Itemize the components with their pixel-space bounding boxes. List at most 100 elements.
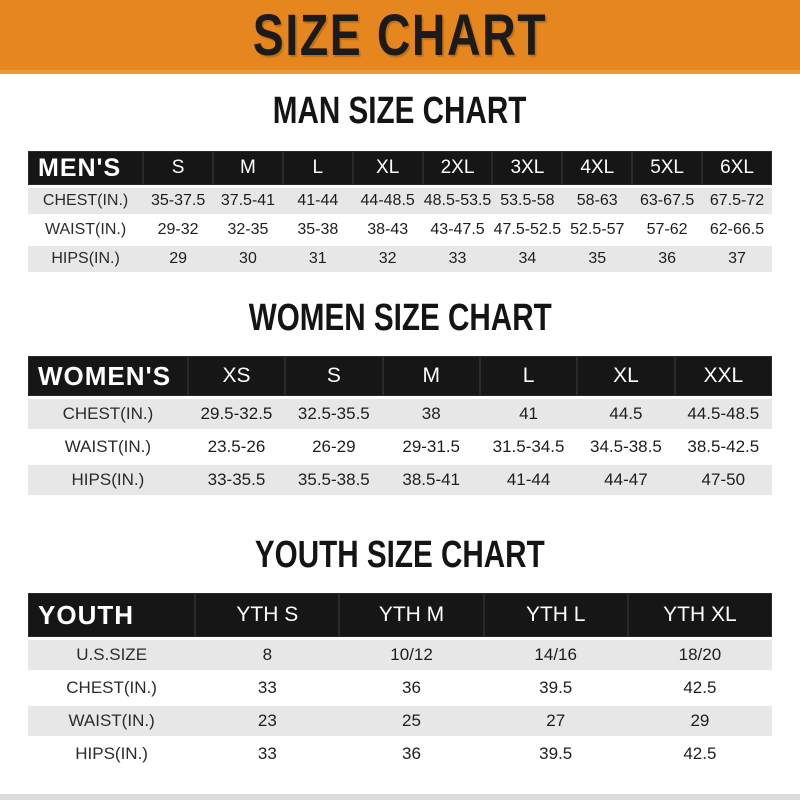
youth-table-row: WAIST(IN.) 23 25 27 29 [28, 706, 772, 736]
youth-size-value-cell: 27 [483, 706, 628, 736]
youth-size-value-cell: 10/12 [339, 640, 484, 670]
mens-size-value-cell: 32 [352, 246, 423, 272]
mens-column-header: S [143, 151, 214, 185]
section-youth: YOUTH SIZE CHART YOUTH YTH S YTH M YTH L YTH … [0, 498, 800, 772]
youth-column-header: YTH S [195, 593, 340, 637]
womens-section-heading-text: WOMEN SIZE CHART [248, 297, 552, 339]
mens-column-header: XL [352, 151, 423, 185]
mens-size-value-cell: 35-38 [282, 217, 353, 243]
mens-size-value-cell: 43-47.5 [422, 217, 493, 243]
mens-size-value-cell: 34 [492, 246, 563, 272]
womens-row-label: CHEST(IN.) [28, 399, 188, 429]
youth-size-value-cell: 25 [339, 706, 484, 736]
womens-size-value-cell: 29.5-32.5 [187, 399, 286, 429]
womens-size-value-cell: 23.5-26 [187, 432, 286, 462]
mens-size-value-cell: 33 [422, 246, 493, 272]
womens-row-label: HIPS(IN.) [28, 465, 188, 495]
size-tables-container: MAN SIZE CHART MEN'S S M L XL 2XL 3XL 4XL 5XL 6XL C… [0, 74, 800, 772]
youth-size-value-cell: 8 [195, 640, 340, 670]
mens-column-header: M [213, 151, 283, 185]
womens-size-value-cell: 38.5-41 [382, 465, 480, 495]
banner: SIZE CHART [0, 0, 800, 74]
mens-column-header: 5XL [632, 151, 703, 185]
womens-size-value-cell: 41-44 [479, 465, 578, 495]
womens-column-header: XS [187, 356, 286, 396]
youth-section-heading: YOUTH SIZE CHART [0, 498, 800, 590]
youth-size-value-cell: 18/20 [627, 640, 772, 670]
mens-size-value-cell: 58-63 [562, 188, 633, 214]
mens-column-header: 6XL [702, 151, 772, 185]
youth-size-value-cell: 23 [195, 706, 340, 736]
youth-row-label: CHEST(IN.) [28, 673, 196, 703]
youth-size-value-cell: 36 [339, 739, 484, 769]
mens-size-value-cell: 62-66.5 [702, 217, 772, 243]
youth-column-header: YTH L [483, 593, 628, 637]
mens-section-heading-text: MAN SIZE CHART [273, 90, 527, 132]
womens-category-label: WOMEN'S [28, 356, 188, 396]
womens-column-header: XXL [674, 356, 772, 396]
womens-size-value-cell: 44.5 [577, 399, 675, 429]
mens-size-value-cell: 47.5-52.5 [492, 217, 563, 243]
mens-column-header: 4XL [562, 151, 633, 185]
womens-table-row: WAIST(IN.) 23.5-26 26-29 29-31.5 31.5-34.5 34… [28, 432, 772, 462]
youth-table-row: U.S.SIZE 8 10/12 14/16 18/20 [28, 640, 772, 670]
mens-size-value-cell: 57-62 [632, 217, 703, 243]
youth-size-value-cell: 42.5 [627, 739, 772, 769]
youth-row-label: WAIST(IN.) [28, 706, 196, 736]
mens-column-header: 3XL [492, 151, 563, 185]
youth-column-header: YTH XL [627, 593, 772, 637]
womens-column-header: L [479, 356, 578, 396]
womens-size-value-cell: 33-35.5 [187, 465, 286, 495]
mens-column-header: 2XL [422, 151, 493, 185]
youth-size-value-cell: 33 [195, 673, 340, 703]
mens-size-value-cell: 41-44 [282, 188, 353, 214]
mens-size-value-cell: 30 [213, 246, 283, 272]
youth-header-row: YOUTH YTH S YTH M YTH L YTH XL [28, 593, 772, 637]
youth-size-value-cell: 39.5 [483, 673, 628, 703]
mens-size-value-cell: 36 [632, 246, 703, 272]
mens-size-value-cell: 37 [702, 246, 772, 272]
womens-size-value-cell: 38 [382, 399, 480, 429]
youth-size-value-cell: 29 [627, 706, 772, 736]
womens-size-value-cell: 47-50 [674, 465, 772, 495]
banner-title: SIZE CHART [252, 2, 548, 68]
womens-size-value-cell: 26-29 [285, 432, 383, 462]
womens-column-header: S [285, 356, 383, 396]
mens-size-value-cell: 29-32 [143, 217, 214, 243]
youth-size-value-cell: 14/16 [483, 640, 628, 670]
youth-row-label: U.S.SIZE [28, 640, 196, 670]
womens-size-value-cell: 31.5-34.5 [479, 432, 578, 462]
mens-size-value-cell: 44-48.5 [352, 188, 423, 214]
mens-size-value-cell: 31 [282, 246, 353, 272]
mens-header-row: MEN'S S M L XL 2XL 3XL 4XL 5XL 6XL [28, 151, 772, 185]
mens-size-value-cell: 32-35 [213, 217, 283, 243]
womens-column-header: M [382, 356, 480, 396]
youth-column-header: YTH M [339, 593, 484, 637]
mens-row-label: CHEST(IN.) [28, 188, 144, 214]
youth-size-value-cell: 33 [195, 739, 340, 769]
womens-size-value-cell: 38.5-42.5 [674, 432, 772, 462]
womens-size-value-cell: 44-47 [577, 465, 675, 495]
youth-size-value-cell: 42.5 [627, 673, 772, 703]
youth-row-label: HIPS(IN.) [28, 739, 196, 769]
youth-size-value-cell: 36 [339, 673, 484, 703]
section-womens: WOMEN SIZE CHART WOMEN'S XS S M L XL XXL CHEST(I… [0, 275, 800, 498]
womens-size-value-cell: 35.5-38.5 [285, 465, 383, 495]
mens-table-row: WAIST(IN.) 29-32 32-35 35-38 38-43 43-47.5 47.… [28, 217, 772, 243]
womens-size-value-cell: 29-31.5 [382, 432, 480, 462]
mens-table-row: HIPS(IN.) 29 30 31 32 33 34 35 36 37 [28, 246, 772, 272]
womens-size-value-cell: 41 [479, 399, 578, 429]
womens-size-value-cell: 34.5-38.5 [577, 432, 675, 462]
mens-size-value-cell: 53.5-58 [492, 188, 563, 214]
youth-table-row: CHEST(IN.) 33 36 39.5 42.5 [28, 673, 772, 703]
mens-row-label: HIPS(IN.) [28, 246, 144, 272]
youth-table-row: HIPS(IN.) 33 36 39.5 42.5 [28, 739, 772, 769]
mens-column-header: L [282, 151, 353, 185]
mens-size-value-cell: 35-37.5 [143, 188, 214, 214]
mens-size-value-cell: 37.5-41 [213, 188, 283, 214]
mens-size-value-cell: 48.5-53.5 [422, 188, 493, 214]
mens-size-value-cell: 63-67.5 [632, 188, 703, 214]
womens-header-row: WOMEN'S XS S M L XL XXL [28, 356, 772, 396]
section-mens: MAN SIZE CHART MEN'S S M L XL 2XL 3XL 4XL 5XL 6XL C… [0, 74, 800, 275]
